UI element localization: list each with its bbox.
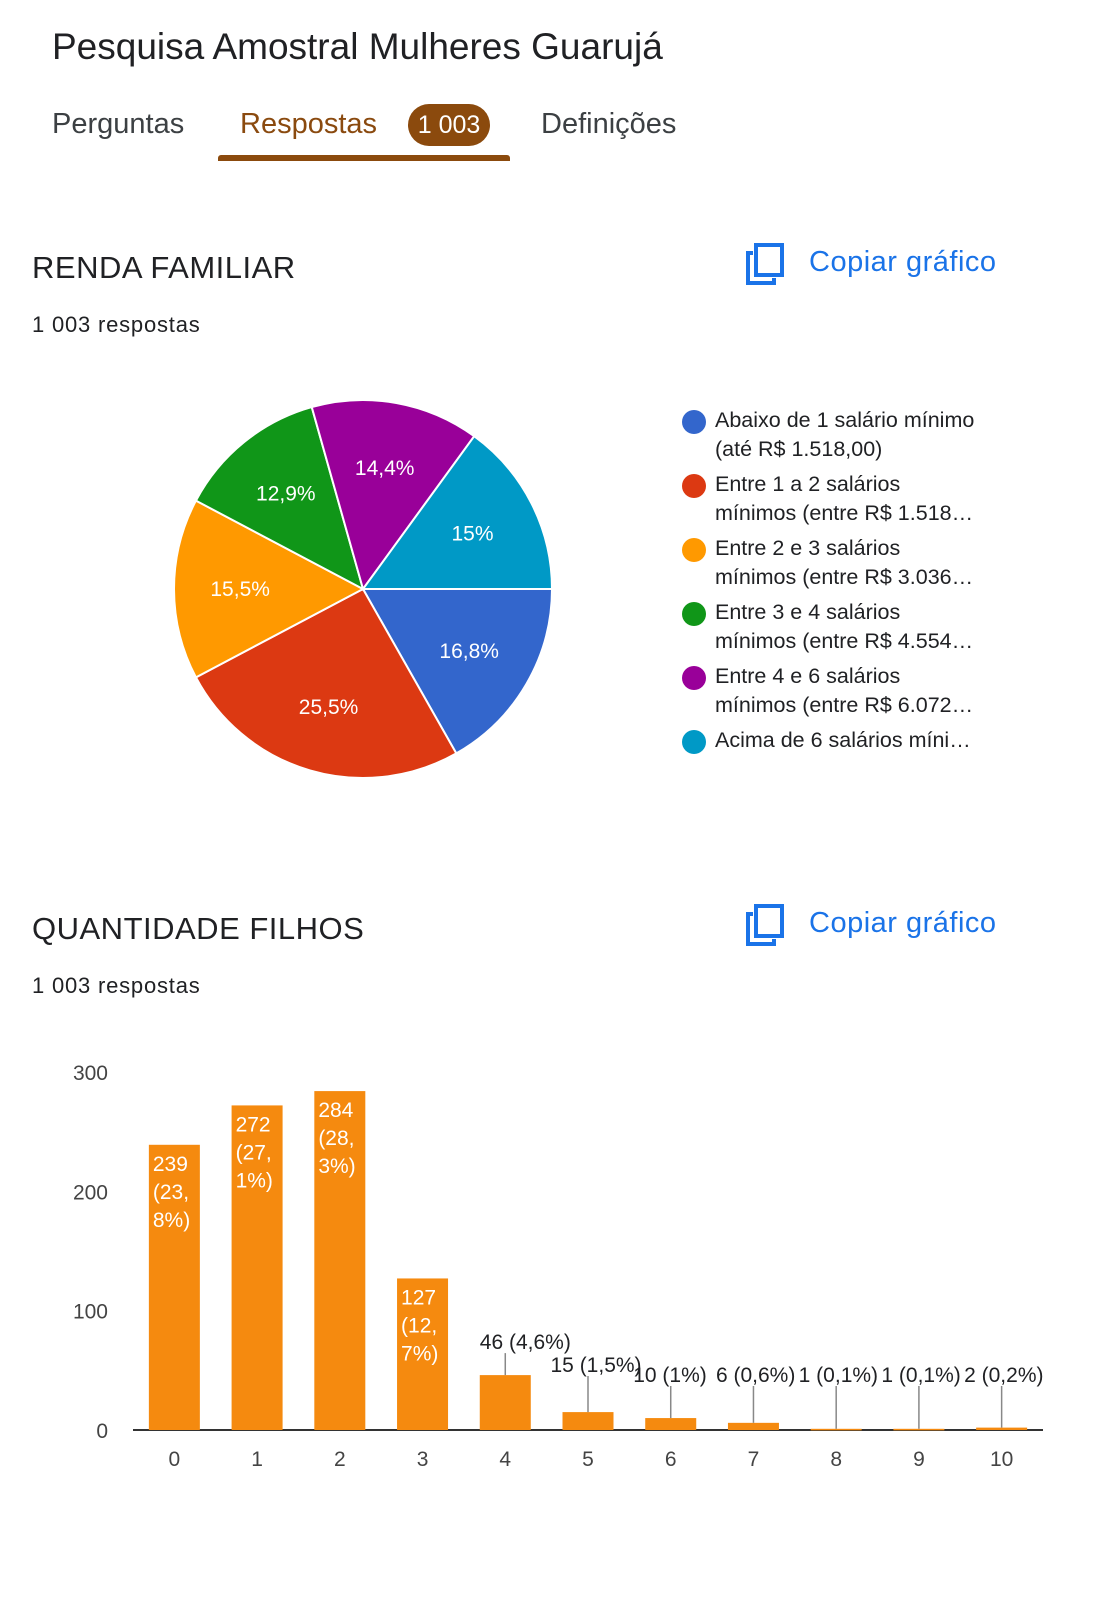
legend-label-line1: Entre 2 e 3 salários (715, 536, 901, 560)
filhos-title: QUANTIDADE FILHOS (32, 911, 365, 946)
legend-swatch (682, 538, 706, 562)
tab-respostas[interactable]: Respostas (240, 108, 378, 140)
bar[interactable] (148, 1144, 200, 1430)
tab-perguntas[interactable]: Perguntas (52, 108, 185, 140)
responses-count-badge: 1 003 (408, 104, 490, 146)
pie-slice[interactable] (361, 588, 554, 755)
copy-icon (746, 904, 784, 946)
tab-bar: Perguntas Respostas Definições (0, 100, 1116, 164)
pie-slice-label: 15,5% (210, 578, 270, 601)
bar-data-label: 3%) (318, 1155, 355, 1178)
filhos-response-count: 1 003 respostas (32, 973, 201, 998)
bar-data-label: 284 (318, 1099, 353, 1122)
bar[interactable] (314, 1091, 366, 1430)
pie-slice-label: 12,9% (256, 482, 316, 505)
bar-data-label: 1%) (236, 1169, 273, 1192)
pie-slice[interactable] (173, 499, 366, 679)
bar-data-label: 1 (0,1%) (799, 1364, 878, 1387)
bar[interactable] (810, 1428, 862, 1431)
renda-title: RENDA FAMILIAR (32, 250, 296, 285)
bar[interactable] (893, 1428, 945, 1431)
copy-chart-label: Copiar gráfico (809, 907, 997, 939)
legend-swatch (682, 474, 706, 498)
pie-slice-label: 16,8% (439, 640, 499, 663)
bar[interactable] (479, 1375, 531, 1430)
legend-swatch (682, 730, 706, 754)
bar-data-label: 6 (0,6%) (716, 1364, 795, 1387)
y-tick-label: 200 (73, 1181, 108, 1204)
legend-label-line2: mínimos (entre R$ 6.072… (715, 693, 974, 717)
bar-data-label: (27, (236, 1141, 272, 1164)
active-tab-indicator (218, 155, 510, 161)
pie-slice[interactable] (361, 434, 554, 590)
renda-pie-chart: 16,8% 25,5% 15,5% 12,9% 14,4% 15% (173, 399, 554, 779)
bar-data-label: 272 (236, 1113, 271, 1136)
filhos-copy-chart-button[interactable]: Copiar gráfico (745, 901, 1035, 951)
legend-label-line2: (até R$ 1.518,00) (715, 437, 883, 461)
x-tick-label: 5 (582, 1448, 594, 1471)
x-tick-label: 0 (169, 1448, 181, 1471)
filhos-bar-chart: 0100200300239(23,8%)0272(27,1%)1284(28,3… (73, 1062, 1044, 1471)
legend-label-line1: Entre 3 e 4 salários (715, 600, 901, 624)
x-tick-label: 1 (251, 1448, 263, 1471)
bar-data-label: 15 (1,5%) (551, 1354, 642, 1377)
y-tick-label: 300 (73, 1062, 108, 1085)
pie-slice-label: 15% (451, 522, 493, 545)
legend-label-line2: mínimos (entre R$ 1.518… (715, 501, 974, 525)
x-tick-label: 4 (499, 1448, 511, 1471)
pie-slice[interactable] (310, 399, 476, 592)
renda-response-count: 1 003 respostas (32, 312, 201, 337)
x-tick-label: 8 (830, 1448, 842, 1471)
bar[interactable] (231, 1105, 283, 1430)
bar-data-label: (12, (401, 1314, 437, 1337)
bar-data-label: 8%) (153, 1209, 190, 1232)
bar[interactable] (727, 1422, 779, 1430)
pie-slice-label: 14,4% (355, 457, 415, 480)
copy-chart-label: Copiar gráfico (809, 246, 997, 278)
x-tick-label: 3 (417, 1448, 429, 1471)
y-tick-label: 100 (73, 1301, 108, 1324)
renda-copy-chart-button[interactable]: Copiar gráfico (745, 240, 1035, 290)
bar-data-label: (28, (318, 1127, 354, 1150)
tab-definicoes[interactable]: Definições (541, 108, 677, 140)
pie-slice[interactable] (194, 405, 365, 591)
form-title: Pesquisa Amostral Mulheres Guarujá (52, 26, 663, 67)
y-tick-label: 0 (96, 1420, 108, 1443)
bar[interactable] (976, 1427, 1028, 1430)
legend-label-line1: Entre 1 a 2 salários (715, 472, 901, 496)
bar[interactable] (397, 1278, 449, 1430)
bar-data-label: 239 (153, 1153, 188, 1176)
bar-data-label: 1 (0,1%) (881, 1364, 960, 1387)
bar[interactable] (562, 1412, 614, 1430)
bar-data-label: 127 (401, 1286, 436, 1309)
bar-data-label: 10 (1%) (633, 1364, 707, 1387)
legend-swatch (682, 666, 706, 690)
legend-label-line2: mínimos (entre R$ 4.554… (715, 629, 974, 653)
legend-label-line2: mínimos (entre R$ 3.036… (715, 565, 974, 589)
legend-swatch (682, 410, 706, 434)
bar-data-label: 7%) (401, 1342, 438, 1365)
bar-data-label: 2 (0,2%) (964, 1364, 1043, 1387)
bar[interactable] (645, 1418, 697, 1430)
x-tick-label: 10 (990, 1448, 1013, 1471)
bar-data-label: 46 (4,6%) (480, 1331, 571, 1354)
pie-slice[interactable] (194, 587, 458, 779)
legend-label-line1: Acima de 6 salários míni… (715, 728, 971, 752)
x-tick-label: 2 (334, 1448, 346, 1471)
legend-label-line1: Entre 4 e 6 salários (715, 664, 901, 688)
pie-slice-label: 25,5% (299, 696, 359, 719)
x-tick-label: 9 (913, 1448, 925, 1471)
x-tick-label: 6 (665, 1448, 677, 1471)
legend-label-line1: Abaixo de 1 salário mínimo (715, 408, 975, 432)
legend-swatch (682, 602, 706, 626)
copy-icon (746, 243, 784, 285)
bar-data-label: (23, (153, 1181, 189, 1204)
x-tick-label: 7 (748, 1448, 760, 1471)
